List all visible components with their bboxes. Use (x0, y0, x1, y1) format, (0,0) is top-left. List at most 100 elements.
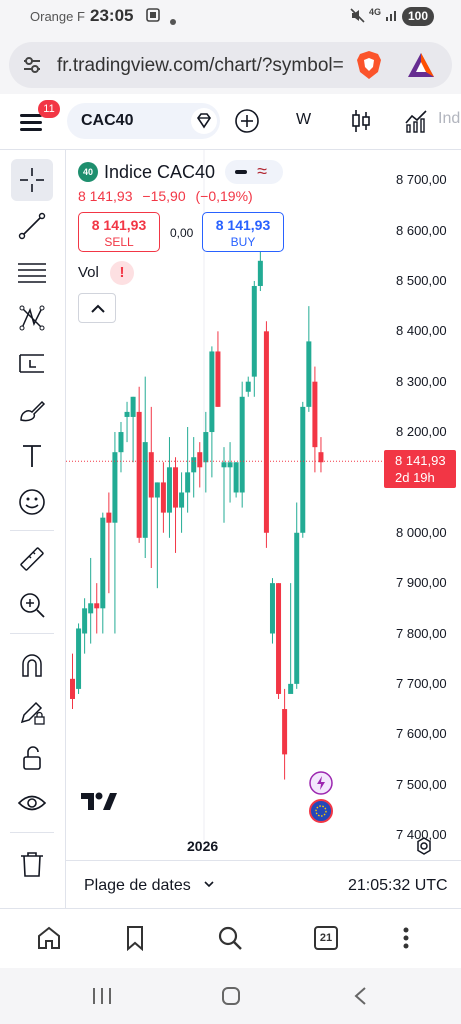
menu-line (20, 128, 42, 131)
legend-options[interactable]: ≈ (225, 160, 284, 184)
brush-icon (20, 400, 46, 422)
remove-tool[interactable] (11, 843, 53, 885)
price-tick-label: 8 200,00 (396, 424, 447, 440)
candle-body (263, 331, 269, 533)
more-options-icon[interactable] (402, 925, 410, 956)
system-nav-bar (0, 968, 461, 1024)
indicators-label[interactable]: Ind (438, 110, 461, 127)
candle-body (251, 285, 257, 377)
brave-shields-icon[interactable] (356, 50, 382, 85)
site-settings-icon[interactable] (21, 54, 43, 76)
tradingview-logo[interactable] (80, 790, 118, 817)
tabs-button[interactable]: 21 (314, 926, 338, 950)
price-tick-label: 8 700,00 (396, 172, 447, 188)
compare-add-icon[interactable] (234, 108, 260, 139)
bar-countdown: 2d 19h (395, 470, 435, 485)
chart-footer: Plage de dates 21:05:32 UTC (66, 860, 461, 908)
crosshair-tool[interactable] (11, 159, 53, 201)
home-nav-icon[interactable] (221, 986, 241, 1011)
zoom-in-icon (20, 593, 45, 618)
bookmark-icon[interactable] (124, 925, 146, 956)
measure-tool[interactable] (11, 538, 53, 580)
volume-warning-icon[interactable]: ! (110, 261, 134, 285)
candle-body (257, 260, 263, 286)
pattern-icon (19, 305, 45, 331)
projection-tool[interactable] (11, 343, 53, 385)
price-tick-label: 8 500,00 (396, 272, 447, 288)
chevron-down-icon[interactable] (202, 877, 216, 896)
brave-rewards-icon[interactable] (407, 52, 435, 83)
date-range-button[interactable]: Plage de dates (84, 877, 191, 894)
url-text[interactable]: fr.tradingview.com/chart/?symbol= (57, 55, 344, 76)
utc-clock[interactable]: 21:05:32 UTC (348, 877, 448, 894)
diamond-icon[interactable] (191, 108, 217, 134)
dot-icon (170, 13, 176, 28)
trend-line-tool[interactable] (11, 205, 53, 247)
candle-body (191, 457, 197, 473)
price-tick-label: 8 600,00 (396, 222, 447, 238)
emoji-tool[interactable] (11, 481, 53, 523)
buy-button[interactable]: 8 141,93 BUY (202, 212, 284, 252)
hide-tool[interactable] (11, 783, 53, 825)
candle-body (179, 492, 185, 508)
back-icon[interactable] (352, 986, 368, 1011)
text-tool[interactable] (11, 435, 53, 477)
network-type: 4G (369, 7, 382, 17)
candle-body (197, 452, 203, 468)
zoom-tool[interactable] (11, 584, 53, 626)
legend-price: 8 141,93 −15,90 (−0,19%) (78, 188, 259, 204)
magnet-tool[interactable] (11, 645, 53, 687)
minimize-icon[interactable] (235, 170, 248, 174)
battery-indicator: 100 (402, 7, 434, 26)
text-icon (23, 445, 41, 467)
trash-icon (21, 852, 43, 877)
price-tick-label: 7 600,00 (396, 726, 447, 742)
candle-body (269, 583, 275, 634)
candle-body (130, 396, 136, 417)
price-tick-label: 8 400,00 (396, 323, 447, 339)
pattern-tool[interactable] (11, 297, 53, 339)
price-tick-label: 7 700,00 (396, 675, 447, 691)
mute-icon (350, 8, 365, 26)
home-icon[interactable] (36, 925, 62, 956)
search-icon[interactable] (217, 925, 243, 956)
symbol-search-button[interactable]: CAC40 (67, 103, 220, 139)
sell-button[interactable]: 8 141,93 SELL (78, 212, 160, 252)
address-bar[interactable]: fr.tradingview.com/chart/?symbol= (9, 42, 452, 88)
browser-bottom-bar: 21 (0, 908, 461, 968)
candle-body (160, 482, 166, 513)
flash-icon[interactable] (309, 771, 333, 795)
candles-type-icon[interactable] (350, 108, 372, 139)
candle-body (227, 462, 233, 468)
clock: 23:05 (90, 6, 134, 25)
lock-all-tool[interactable] (11, 737, 53, 779)
fib-tool[interactable] (11, 251, 53, 293)
candle-body (166, 467, 172, 513)
lock-drawing-tool[interactable] (11, 691, 53, 733)
time-axis-label: 2026 (187, 838, 219, 854)
smiley-icon (19, 489, 45, 515)
brush-tool[interactable] (11, 389, 53, 431)
candle-body (148, 452, 154, 498)
fib-retracement-icon (18, 263, 46, 283)
candle-body (306, 341, 312, 407)
candle-body (294, 532, 300, 684)
approximate-icon: ≈ (257, 161, 267, 181)
unlock-icon (23, 746, 41, 770)
current-price-label: 8 141,93 2d 19h (384, 450, 456, 488)
menu-button[interactable] (16, 110, 44, 134)
candle-body (88, 603, 94, 614)
price-chart[interactable] (66, 150, 461, 860)
interval-button[interactable]: W (296, 111, 312, 128)
candle-body (233, 462, 239, 493)
eu-flag-icon[interactable] (309, 799, 333, 823)
menu-line (20, 114, 42, 117)
volume-label[interactable]: Vol (78, 264, 99, 281)
chart-area[interactable]: 40 Indice CAC40 ≈ 8 141,93 −15,90 (−0,19… (66, 150, 461, 860)
candle-body (209, 351, 215, 433)
indicators-icon[interactable] (404, 109, 430, 138)
settings-gear-icon[interactable] (414, 836, 434, 861)
collapse-legend-button[interactable] (78, 293, 116, 323)
legend-title[interactable]: Indice CAC40 (104, 161, 216, 182)
recent-apps-icon[interactable] (91, 986, 113, 1011)
